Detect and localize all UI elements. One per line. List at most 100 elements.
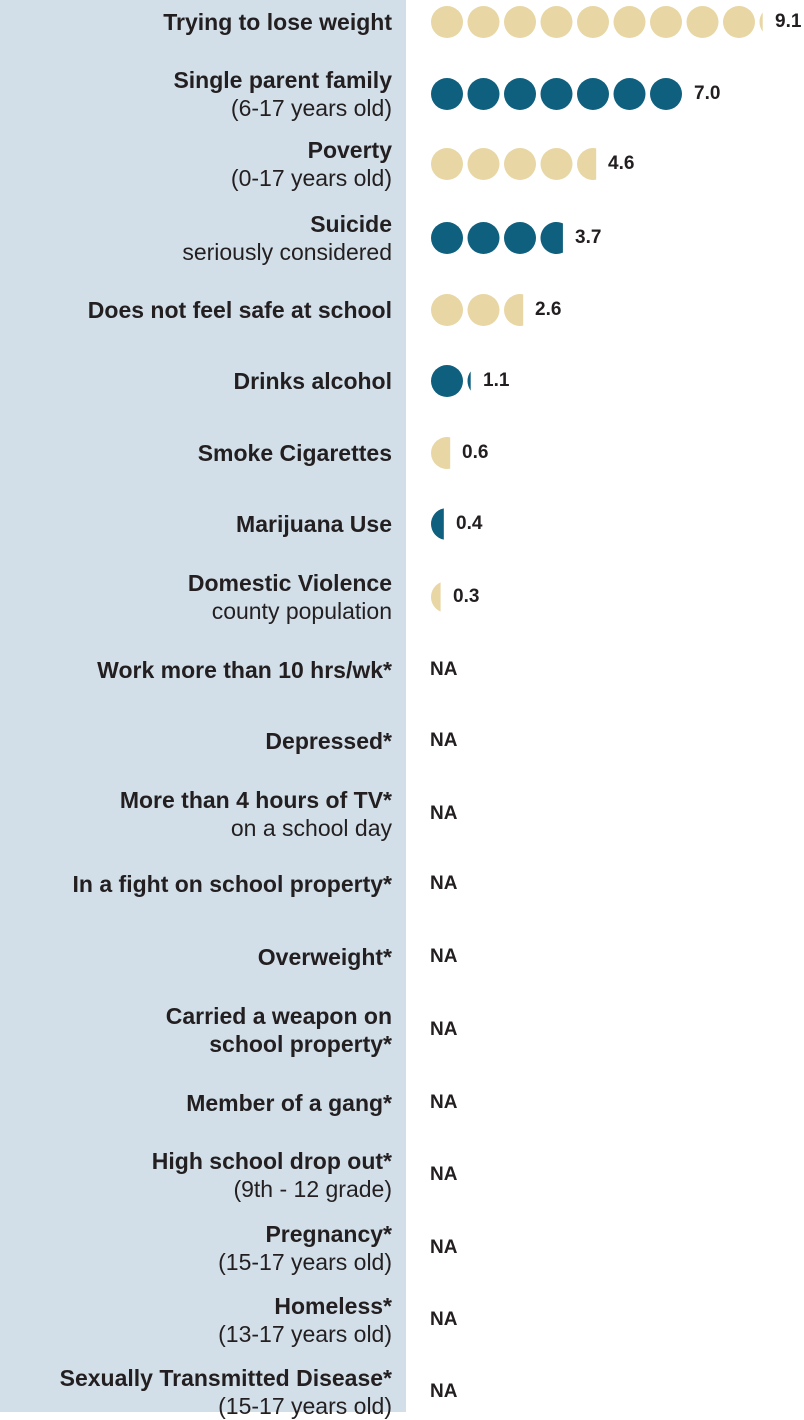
value-label-na: NA [430, 873, 458, 894]
pictogram-circle [540, 148, 573, 180]
value-label-na: NA [430, 730, 458, 751]
value-label: 1.1 [483, 370, 510, 391]
row-label-main: Does not feel safe at school [87, 297, 392, 323]
row-label: High school drop out* (9th - 12 grade) [152, 1147, 392, 1203]
row-label-sub: county population [211, 598, 392, 624]
row-label-main: Smoke Cigarettes [197, 440, 392, 466]
pictogram-circle [540, 78, 573, 110]
row-label-main: Overweight* [257, 944, 392, 970]
row-label-main: Domestic Violence [187, 570, 392, 596]
pictogram-partial-circle [759, 12, 763, 32]
row-label-main: Homeless* [274, 1293, 392, 1319]
pictogram-circle [467, 222, 500, 254]
pictogram-circle [613, 6, 646, 38]
value-label-na: NA [430, 1092, 458, 1113]
pictogram-circle [577, 6, 609, 38]
row-label: Does not feel safe at school [88, 296, 392, 324]
row-label-main: Sexually Transmitted Disease* [59, 1365, 392, 1391]
pictogram-partial-circle [540, 222, 563, 254]
row-label: More than 4 hours of TV* on a school day [120, 786, 392, 842]
pictogram-circle [650, 78, 682, 110]
pictogram-circle [504, 6, 536, 38]
row-label-main: Poverty [307, 137, 392, 163]
pictogram-circle [577, 78, 609, 110]
pictogram-circle [431, 294, 463, 326]
label-panel [0, 0, 406, 1412]
row-label: Overweight* [258, 943, 392, 971]
row-label-sub: seriously considered [182, 239, 392, 265]
pictogram-circle [650, 6, 682, 38]
row-label-main: Work more than 10 hrs/wk* [97, 657, 392, 683]
value-label: 0.3 [453, 586, 480, 607]
row-label: Domestic Violence county population [188, 569, 392, 625]
value-label-na: NA [430, 1237, 458, 1258]
pictogram-circle [467, 148, 500, 180]
pictogram-circle [504, 148, 536, 180]
row-label: In a fight on school property* [73, 870, 392, 898]
row-label-sub: (15-17 years old) [218, 1249, 392, 1275]
row-label-sub: (6-17 years old) [230, 95, 392, 121]
value-label: 0.6 [462, 442, 489, 463]
row-label: Trying to lose weight [163, 8, 392, 36]
pictogram-partial-circle [430, 437, 451, 469]
row-label: Depressed* [265, 727, 392, 755]
row-label-main: Depressed* [265, 728, 392, 754]
row-label-main: Pregnancy* [265, 1221, 392, 1247]
pictogram-circle [613, 78, 646, 110]
pictogram-circle [431, 222, 463, 254]
value-label: 3.7 [575, 227, 602, 248]
row-label-sub: (13-17 years old) [218, 1321, 392, 1347]
pictogram-partial-circle [430, 508, 444, 540]
pictogram-circle [540, 6, 573, 38]
pictogram-partial-circle [504, 294, 524, 326]
row-label-sub: (9th - 12 grade) [233, 1176, 392, 1202]
value-label-na: NA [430, 946, 458, 967]
value-label-na: NA [430, 1309, 458, 1330]
row-label-main: In a fight on school property* [72, 871, 392, 897]
row-label-main: Trying to lose weight [163, 9, 392, 35]
value-label-na: NA [430, 803, 458, 824]
row-label-sub: on a school day [230, 815, 392, 841]
row-label: Suicide seriously considered [182, 210, 392, 266]
pictogram-circle [504, 78, 536, 110]
row-label: Poverty (0-17 years old) [231, 136, 392, 192]
pictogram-circle [467, 294, 500, 326]
row-label: Homeless* (13-17 years old) [218, 1292, 392, 1348]
pictogram-partial-circle [577, 148, 597, 180]
value-label: 4.6 [608, 153, 635, 174]
value-label-na: NA [430, 1381, 458, 1402]
row-label-main: Drinks alcohol [233, 368, 392, 394]
row-label-sub: (0-17 years old) [230, 165, 392, 191]
row-label-main: High school drop out* [151, 1148, 392, 1174]
pictogram-circle [723, 6, 755, 38]
row-label-main: More than 4 hours of TV* [119, 787, 392, 813]
value-label: 0.4 [456, 513, 483, 534]
pictogram-circle [504, 222, 536, 254]
pictogram-circle [431, 365, 463, 397]
value-label-na: NA [430, 1019, 458, 1040]
row-label: Marijuana Use [236, 510, 392, 538]
row-label-sub: (15-17 years old) [218, 1393, 392, 1419]
pictogram-circle [686, 6, 719, 38]
row-label-main: Suicide [310, 211, 392, 237]
pictogram-circle [431, 78, 463, 110]
row-label: Drinks alcohol [234, 367, 392, 395]
row-label: Single parent family (6-17 years old) [173, 66, 392, 122]
value-label: 9.1 [775, 11, 802, 32]
pictogram-circle [467, 78, 500, 110]
row-label-main: Marijuana Use [236, 511, 392, 537]
row-label-main: Member of a gang* [186, 1090, 392, 1116]
value-label-na: NA [430, 1164, 458, 1185]
row-label: Carried a weapon on school property* [166, 1002, 392, 1058]
row-label-main: Carried a weapon on [165, 1003, 392, 1029]
value-label-na: NA [430, 659, 458, 680]
row-label: Work more than 10 hrs/wk* [97, 656, 392, 684]
row-label-main: school property* [209, 1031, 392, 1057]
pictogram-partial-circle [431, 582, 441, 612]
row-label-main: Single parent family [173, 67, 392, 93]
value-label: 7.0 [694, 83, 721, 104]
pictogram-circle [431, 6, 463, 38]
row-label: Pregnancy* (15-17 years old) [218, 1220, 392, 1276]
